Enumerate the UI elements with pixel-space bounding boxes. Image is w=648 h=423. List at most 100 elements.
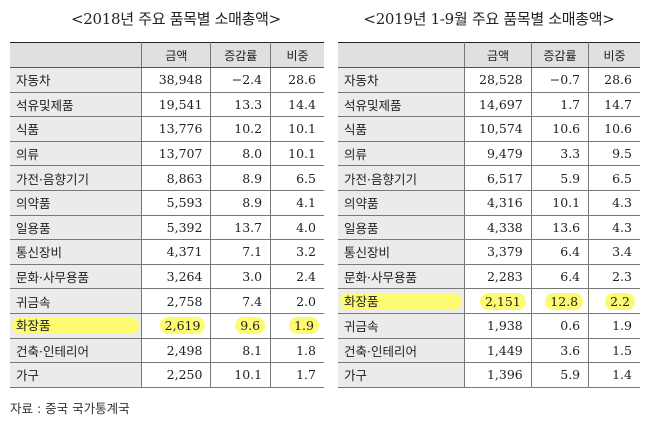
table-row: 통신장비 4,371 7.1 3.2 (10, 239, 324, 265)
change-cell: 10.1 (210, 362, 271, 388)
highlight-mark: 2,619 (159, 317, 206, 335)
change-cell: 3.6 (530, 338, 589, 364)
table-row: 의약품 4,316 10.1 4.3 (338, 190, 640, 216)
highlight-mark: 12.8 (545, 292, 584, 310)
amount-cell: 5,392 (141, 215, 211, 241)
category-cell: 자동차 (338, 67, 466, 93)
share-cell: 1.5 (588, 338, 640, 364)
amount-cell: 13,776 (141, 116, 211, 142)
change-cell: 3.0 (210, 264, 271, 290)
table-row: 귀금속 1,938 0.6 1.9 (338, 313, 640, 339)
amount-cell: 2,619 (141, 313, 211, 339)
share-cell: 4.0 (270, 215, 324, 241)
table-row: 문화·사무용품 2,283 6.4 2.3 (338, 264, 640, 290)
retail-table: 금액 증감률 비중 자동차 38,948 −2.4 28.6 석유및제품 19,541 13… (10, 42, 324, 388)
amount-cell: 1,396 (464, 362, 532, 388)
table-row: 의약품 5,593 8.9 4.1 (10, 190, 324, 216)
change-cell: 5.9 (530, 362, 589, 388)
table-row: 귀금속 2,758 7.4 2.0 (10, 288, 324, 314)
change-cell: 13.3 (210, 92, 271, 118)
amount-cell: 2,151 (464, 288, 532, 314)
share-cell: 1.9 (270, 313, 324, 339)
header-row: 금액 증감률 비중 (10, 42, 324, 68)
change-cell: 10.6 (530, 116, 589, 142)
amount-cell: 2,758 (141, 288, 211, 314)
category-cell: 의류 (338, 141, 466, 167)
table-row: 가전·음향기기 8,863 8.9 6.5 (10, 165, 324, 191)
retail-table: 금액 증감률 비중 자동차 28,528 −0.7 28.6 석유및제품 14,697 1.… (338, 42, 640, 388)
header-cell-change: 증감률 (210, 42, 271, 68)
share-cell: 10.1 (270, 141, 324, 167)
highlight-mark: 2.2 (605, 292, 635, 310)
change-cell: 5.9 (530, 165, 589, 191)
category-cell: 귀금속 (10, 288, 143, 314)
change-cell: 3.3 (530, 141, 589, 167)
amount-cell: 2,498 (141, 338, 211, 364)
header-cell-change: 증감률 (530, 42, 589, 68)
category-cell: 석유및제품 (10, 92, 143, 118)
category-cell: 일용품 (10, 215, 143, 241)
change-cell: 8.1 (210, 338, 271, 364)
table-row: 자동차 28,528 −0.7 28.6 (338, 67, 640, 93)
table-row: 석유및제품 14,697 1.7 14.7 (338, 92, 640, 118)
table-row: 가구 2,250 10.1 1.7 (10, 362, 324, 388)
header-row: 금액 증감률 비중 (338, 42, 640, 68)
table-row: 일용품 5,392 13.7 4.0 (10, 215, 324, 241)
table-row: 건축·인테리어 2,498 8.1 1.8 (10, 338, 324, 364)
change-cell: 10.2 (210, 116, 271, 142)
table-row: 가구 1,396 5.9 1.4 (338, 362, 640, 388)
change-cell: 8.9 (210, 190, 271, 216)
change-cell: 6.4 (530, 264, 589, 290)
amount-cell: 6,517 (464, 165, 532, 191)
change-cell: 12.8 (530, 288, 589, 314)
change-cell: 1.7 (530, 92, 589, 118)
table-block-2019: <2019년 1-9월 주요 품목별 소매총액> 금액 증감률 비중 자동차 28… (338, 6, 640, 388)
category-cell: 의약품 (338, 190, 466, 216)
share-cell: 28.6 (588, 67, 640, 93)
category-cell: 화장품 (10, 313, 143, 339)
share-cell: 1.8 (270, 338, 324, 364)
amount-cell: 3,264 (141, 264, 211, 290)
table-row: 통신장비 3,379 6.4 3.4 (338, 239, 640, 265)
share-cell: 14.4 (270, 92, 324, 118)
amount-cell: 4,371 (141, 239, 211, 265)
category-cell: 자동차 (10, 67, 143, 93)
share-cell: 3.2 (270, 239, 324, 265)
share-cell: 2.0 (270, 288, 324, 314)
amount-cell: 2,283 (464, 264, 532, 290)
amount-cell: 28,528 (464, 67, 532, 93)
category-cell: 석유및제품 (338, 92, 466, 118)
table-row: 화장품 2,619 9.6 1.9 (10, 313, 324, 339)
share-cell: 6.5 (588, 165, 640, 191)
change-cell: −0.7 (530, 67, 589, 93)
share-cell: 9.5 (588, 141, 640, 167)
category-cell: 통신장비 (338, 239, 466, 265)
table-block-2018: <2018년 주요 품목별 소매총액> 금액 증감률 비중 자동차 38,948−… (10, 6, 324, 388)
table-row: 식품 10,574 10.6 10.6 (338, 116, 640, 142)
header-cell-share: 비중 (270, 42, 324, 68)
highlight-mark: 화장품 (12, 317, 140, 335)
share-cell: 2.3 (588, 264, 640, 290)
table-row: 자동차 38,948 −2.4 28.6 (10, 67, 324, 93)
change-cell: 7.4 (210, 288, 271, 314)
header-cell-share: 비중 (588, 42, 640, 68)
change-cell: −2.4 (210, 67, 271, 93)
highlight-mark: 화장품 (340, 292, 463, 310)
change-cell: 6.4 (530, 239, 589, 265)
category-cell: 귀금속 (338, 313, 466, 339)
category-cell: 식품 (338, 116, 466, 142)
share-cell: 2.2 (588, 288, 640, 314)
share-cell: 4.3 (588, 190, 640, 216)
share-cell: 1.7 (270, 362, 324, 388)
category-cell: 화장품 (338, 288, 466, 314)
change-cell: 8.0 (210, 141, 271, 167)
category-cell: 가구 (10, 362, 143, 388)
share-cell: 1.4 (588, 362, 640, 388)
amount-cell: 19,541 (141, 92, 211, 118)
highlight-mark: 2,151 (479, 292, 526, 310)
table-row: 일용품 4,338 13.6 4.3 (338, 215, 640, 241)
share-cell: 14.7 (588, 92, 640, 118)
highlight-mark: 1.9 (289, 317, 319, 335)
share-cell: 28.6 (270, 67, 324, 93)
table-row: 화장품 2,151 12.8 2.2 (338, 288, 640, 314)
